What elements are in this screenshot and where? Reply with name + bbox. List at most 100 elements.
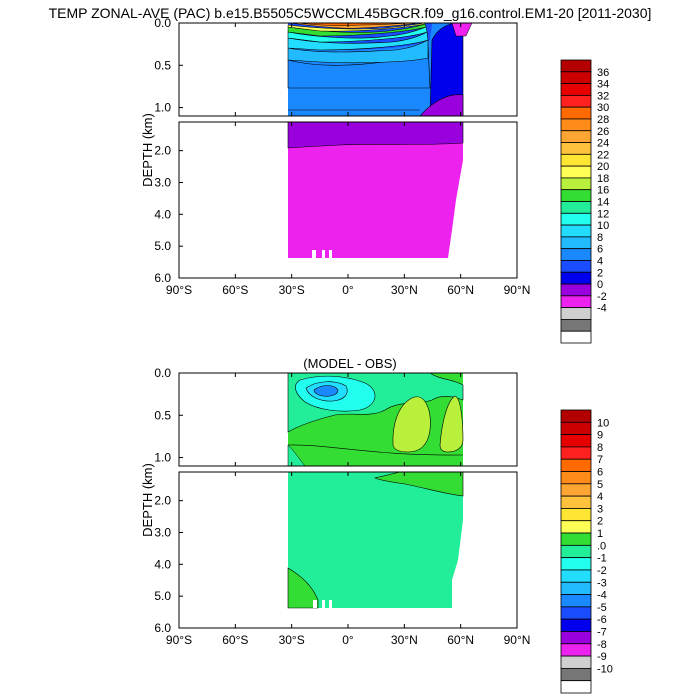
x-tick-label: 90°N	[504, 633, 531, 647]
colorbar-swatch	[560, 495, 592, 509]
colorbar-label: 12	[597, 208, 609, 220]
colorbar-swatch	[560, 434, 592, 448]
colorbar-swatch	[560, 83, 592, 96]
colorbar-swatch	[560, 319, 592, 332]
y-tick-label: 4.0	[154, 557, 171, 571]
colorbar-label: 22	[597, 149, 609, 161]
colorbar-swatch	[560, 631, 592, 645]
colorbar-swatch	[560, 295, 592, 309]
colorbar-label: 18	[597, 173, 609, 185]
y-tick-label: 0.5	[154, 408, 171, 422]
x-tick-label: 60°S	[222, 633, 248, 647]
colorbar-swatch	[560, 643, 592, 657]
colorbar-swatch	[560, 594, 592, 608]
colorbar-swatch	[560, 130, 592, 143]
colorbar-label: 34	[597, 79, 609, 91]
colorbar-swatch	[560, 71, 592, 84]
colorbar-label: -3	[597, 577, 607, 589]
colorbar-swatch	[560, 618, 592, 632]
colorbar-label: 20	[597, 161, 609, 173]
y-tick-label: 1.0	[154, 101, 171, 115]
colorbar-label: 14	[597, 197, 609, 209]
x-tick-label: 60°N	[447, 633, 474, 647]
y-tick-label: 6.0	[154, 271, 171, 285]
colorbar-label: -8	[597, 639, 607, 651]
colorbar-swatch	[560, 153, 592, 167]
x-tick-label: 60°N	[447, 283, 474, 297]
colorbar-swatch	[560, 248, 592, 261]
colorbar-label: 1	[597, 528, 603, 540]
temperature-upper-field	[287, 23, 473, 116]
colorbar-swatch	[560, 421, 592, 436]
colorbar-swatch	[560, 532, 592, 546]
y-tick-label: 5.0	[154, 239, 171, 253]
x-tick-label: 30°S	[279, 633, 305, 647]
colorbar-label: 10	[597, 417, 609, 429]
y-tick-label: 0.5	[154, 58, 171, 72]
colorbar-label: 28	[597, 114, 609, 126]
x-tick-label: 30°N	[391, 283, 418, 297]
colorbar-swatch	[560, 667, 592, 682]
difference-panel-title: (MODEL - OBS)	[303, 356, 396, 371]
colorbar-swatch	[560, 581, 592, 595]
colorbar-swatch	[560, 201, 592, 214]
colorbar-swatch	[560, 189, 592, 202]
colorbar-label: 2	[597, 516, 603, 528]
colorbar-label: -2	[597, 565, 607, 577]
y-tick-label: 0.0	[154, 366, 171, 380]
y-tick-label: 4.0	[154, 207, 171, 221]
colorbar-swatch	[560, 520, 592, 534]
x-tick-label: 30°S	[279, 283, 305, 297]
colorbar-label: 36	[597, 67, 609, 79]
colorbar-swatch	[560, 212, 592, 226]
temperature-lower-field	[287, 122, 464, 258]
y-tick-label: 0.0	[154, 16, 171, 30]
colorbar-label: 4	[597, 255, 603, 267]
colorbar-swatch	[560, 508, 592, 522]
colorbar-swatch	[560, 483, 592, 497]
colorbar-label: -6	[597, 614, 607, 626]
colorbar-swatch	[560, 471, 592, 485]
y-tick-label: 1.0	[154, 451, 171, 465]
colorbar-label: -7	[597, 626, 607, 638]
colorbar-label: 9	[597, 430, 603, 442]
x-tick-label: 90°N	[504, 283, 531, 297]
colorbar-swatch	[560, 271, 592, 285]
colorbar-swatch	[560, 307, 592, 320]
x-tick-label: 90°S	[166, 283, 192, 297]
colorbar-swatch	[560, 94, 592, 108]
colorbar-label: .0	[597, 540, 606, 552]
y-tick-label: 3.0	[154, 175, 171, 189]
colorbar-swatch	[560, 59, 592, 73]
colorbar-swatch	[560, 544, 592, 559]
colorbar-label: 6	[597, 467, 603, 479]
colorbar-label: 8	[597, 442, 603, 454]
colorbar-label: 2	[597, 267, 603, 279]
colorbar-label: -9	[597, 651, 607, 663]
colorbar-label: 7	[597, 454, 603, 466]
colorbar-swatch	[560, 409, 592, 423]
colorbar-swatch	[560, 680, 592, 694]
colorbar-label: 0	[597, 279, 603, 291]
colorbar-swatch	[560, 118, 592, 132]
colorbar-swatch	[560, 236, 592, 250]
figure-title: TEMP ZONAL-AVE (PAC) b.e15.B5505C5WCCML4…	[49, 5, 652, 21]
difference-upper-field	[287, 373, 464, 466]
x-tick-label: 0°	[342, 283, 354, 297]
colorbar-label: 24	[597, 138, 609, 150]
colorbar-label: 32	[597, 90, 609, 102]
colorbar-label: 6	[597, 244, 603, 256]
colorbar-label: -2	[597, 291, 607, 303]
x-tick-label: 90°S	[166, 633, 192, 647]
colorbar-label: -10	[597, 663, 613, 675]
x-tick-label: 60°S	[222, 283, 248, 297]
colorbar-swatch	[560, 177, 592, 191]
x-tick-label: 0°	[342, 633, 354, 647]
difference-panel: (MODEL - OBS) 90°S 60°S 3 0°	[140, 356, 613, 694]
colorbar-swatch	[560, 655, 592, 669]
temperature-axes-ticks: 90°S 60°S 30°S 0° 30°N 60°N 90°N 0.0 0.5 1.0 2.0 3.…	[154, 16, 530, 297]
colorbar-label: 3	[597, 503, 603, 515]
y-tick-label: 2.0	[154, 144, 171, 158]
